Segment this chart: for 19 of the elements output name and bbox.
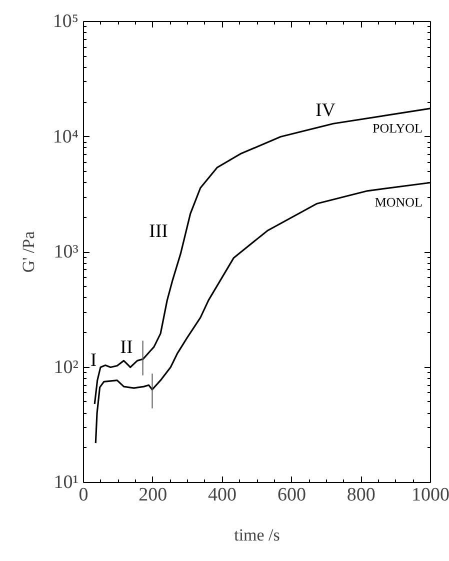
legend-label: MONOL	[374, 194, 423, 210]
x-tick-label: 0	[78, 484, 88, 506]
annotation: I	[90, 350, 97, 371]
y-tick-label: 10²	[54, 356, 79, 378]
legend-label: POLYOL	[372, 120, 423, 136]
y-tick-label: 10⁴	[52, 126, 79, 148]
x-tick-label: 200	[138, 484, 168, 506]
x-tick-label: 400	[208, 484, 237, 506]
annotation: III	[149, 221, 168, 242]
x-tick-label: 600	[277, 484, 306, 506]
y-tick-label: 10⁵	[52, 11, 78, 32]
x-tick-label: 800	[346, 484, 376, 506]
x-axis-title: time /s	[234, 526, 280, 544]
x-tick-label: 1000	[412, 484, 449, 506]
y-axis-title: G' /Pa	[18, 230, 38, 273]
annotation: IV	[315, 100, 336, 121]
annotation: II	[120, 337, 133, 358]
y-tick-label: 10³	[54, 242, 79, 262]
y-tick-label: 10¹	[54, 472, 79, 493]
